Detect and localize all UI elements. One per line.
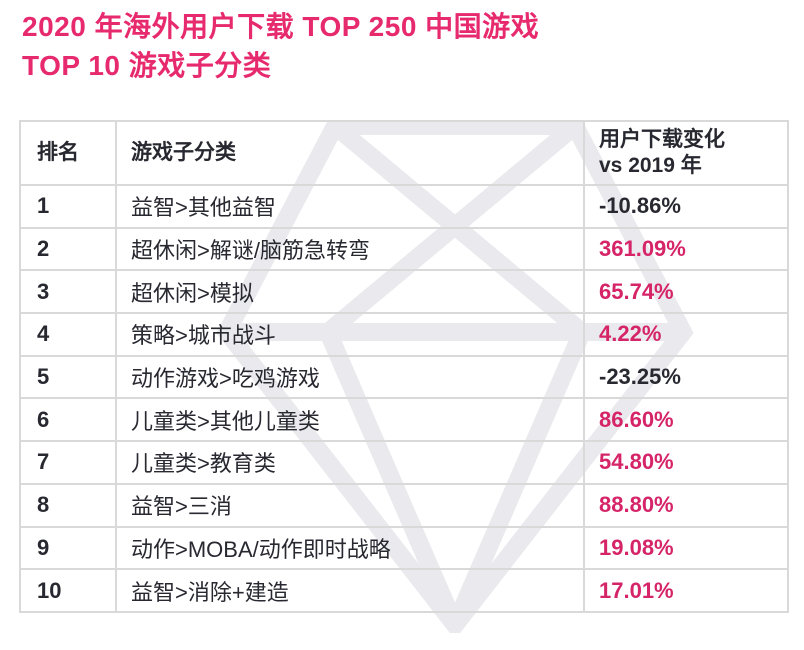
- table-row: 6 儿童类>其他儿童类 86.60%: [19, 397, 789, 443]
- page-title-line1: 2020 年海外用户下载 TOP 250 中国游戏: [22, 11, 540, 42]
- ranking-table-container: 排名 游戏子分类 用户下载变化 vs 2019 年 1 益智>其他益智 -10.…: [19, 120, 789, 633]
- category-cell: 动作游戏>吃鸡游戏: [115, 354, 585, 400]
- change-cell: 54.80%: [583, 440, 789, 485]
- category-cell: 儿童类>教育类: [115, 440, 585, 485]
- table-row: 4 策略>城市战斗 4.22%: [19, 312, 789, 357]
- table-row: 1 益智>其他益智 -10.86%: [19, 184, 789, 229]
- change-cell: 17.01%: [583, 568, 789, 613]
- change-cell: 4.22%: [583, 312, 789, 357]
- category-cell: 益智>消除+建造: [115, 568, 585, 613]
- rank-cell: 1: [19, 184, 117, 229]
- table-row: 7 儿童类>教育类 54.80%: [19, 440, 789, 485]
- rank-cell: 8: [19, 482, 117, 528]
- table-row: 10 益智>消除+建造 17.01%: [19, 568, 789, 613]
- rank-cell: 5: [19, 354, 117, 400]
- category-cell: 超休闲>解谜/脑筋急转弯: [115, 226, 585, 272]
- table-row: 8 益智>三消 88.80%: [19, 482, 789, 528]
- change-cell: -10.86%: [583, 184, 789, 229]
- change-cell: 19.08%: [583, 525, 789, 571]
- category-cell: 儿童类>其他儿童类: [115, 397, 585, 443]
- rank-cell: 6: [19, 397, 117, 443]
- ranking-table: 排名 游戏子分类 用户下载变化 vs 2019 年 1 益智>其他益智 -10.…: [19, 120, 789, 613]
- category-cell: 益智>三消: [115, 482, 585, 528]
- category-cell: 超休闲>模拟: [115, 269, 585, 315]
- change-column-header: 用户下载变化 vs 2019 年: [583, 120, 789, 186]
- category-column-header: 游戏子分类: [115, 120, 585, 186]
- category-cell: 策略>城市战斗: [115, 312, 585, 357]
- change-cell: 65.74%: [583, 269, 789, 315]
- table-row: 5 动作游戏>吃鸡游戏 -23.25%: [19, 354, 789, 400]
- table-row: 9 动作>MOBA/动作即时战略 19.08%: [19, 525, 789, 571]
- change-cell: 86.60%: [583, 397, 789, 443]
- category-cell: 益智>其他益智: [115, 184, 585, 229]
- rank-column-header: 排名: [19, 120, 117, 186]
- page-title-line2: TOP 10 游戏子分类: [22, 50, 272, 81]
- rank-cell: 10: [19, 568, 117, 613]
- rank-cell: 2: [19, 226, 117, 272]
- change-header-line2: vs 2019 年: [599, 154, 702, 177]
- table-row: 2 超休闲>解谜/脑筋急转弯 361.09%: [19, 226, 789, 272]
- change-cell: 88.80%: [583, 482, 789, 528]
- change-cell: -23.25%: [583, 354, 789, 400]
- change-header-line1: 用户下载变化: [599, 128, 725, 151]
- table-header-row: 排名 游戏子分类 用户下载变化 vs 2019 年: [19, 120, 789, 186]
- rank-cell: 3: [19, 269, 117, 315]
- change-cell: 361.09%: [583, 226, 789, 272]
- page-title: 2020 年海外用户下载 TOP 250 中国游戏 TOP 10 游戏子分类: [22, 7, 539, 85]
- rank-cell: 9: [19, 525, 117, 571]
- rank-cell: 4: [19, 312, 117, 357]
- table-row: 3 超休闲>模拟 65.74%: [19, 269, 789, 315]
- category-cell: 动作>MOBA/动作即时战略: [115, 525, 585, 571]
- rank-cell: 7: [19, 440, 117, 485]
